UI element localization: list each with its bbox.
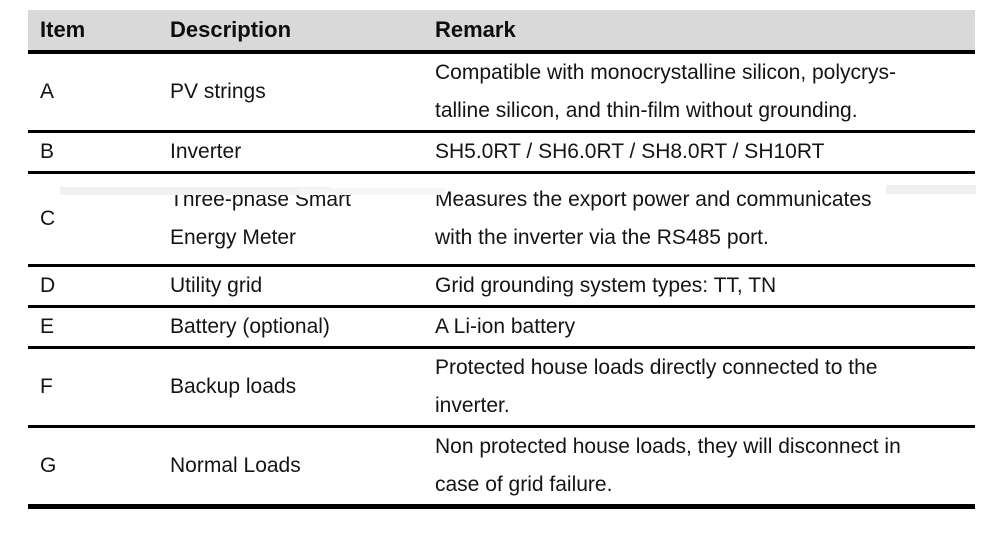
header-row: Item Description Remark bbox=[28, 10, 975, 52]
table-row: E Battery (optional) A Li-ion battery bbox=[28, 307, 975, 348]
column-header-description: Description bbox=[170, 17, 292, 42]
cell-description: Battery (optional) bbox=[170, 315, 330, 338]
cell-item: C bbox=[40, 207, 56, 230]
cell-description: Normal Loads bbox=[170, 454, 301, 477]
table-row: G Normal Loads Non protected house loads… bbox=[28, 427, 975, 507]
cell-remark: Measures the export power and communicat… bbox=[435, 188, 872, 249]
cell-item: B bbox=[40, 140, 55, 163]
cell-remark: Compatible with monocrystalline silicon,… bbox=[435, 61, 896, 122]
cell-item: G bbox=[40, 454, 57, 477]
cell-remark: Grid grounding system types: TT, TN bbox=[435, 274, 777, 297]
cell-item: E bbox=[40, 315, 55, 338]
cell-remark: A Li-ion battery bbox=[435, 315, 576, 338]
cell-item: F bbox=[40, 375, 53, 398]
cell-description: Utility grid bbox=[170, 274, 263, 297]
table-header: Item Description Remark bbox=[28, 10, 975, 52]
components-table: Item Description Remark A PV strings Com… bbox=[28, 10, 975, 509]
cell-description: Three-phase Smart Energy Meter bbox=[170, 188, 351, 249]
cell-description: PV strings bbox=[170, 80, 266, 103]
column-header-item: Item bbox=[40, 17, 86, 42]
table-row: B Inverter SH5.0RT / SH6.0RT / SH8.0RT /… bbox=[28, 132, 975, 173]
table-body: A PV strings Compatible with monocrystal… bbox=[28, 52, 975, 507]
cell-remark: Protected house loads directly connected… bbox=[435, 356, 878, 417]
table-row: F Backup loads Protected house loads dir… bbox=[28, 348, 975, 427]
cell-description: Inverter bbox=[170, 140, 242, 163]
cell-item: A bbox=[40, 80, 55, 103]
table-row: A PV strings Compatible with monocrystal… bbox=[28, 52, 975, 132]
cell-remark: Non protected house loads, they will dis… bbox=[435, 435, 901, 496]
table-row: D Utility grid Grid grounding system typ… bbox=[28, 266, 975, 307]
column-header-remark: Remark bbox=[435, 17, 516, 42]
cell-remark: SH5.0RT / SH6.0RT / SH8.0RT / SH10RT bbox=[435, 140, 825, 163]
cell-description: Backup loads bbox=[170, 375, 297, 398]
cell-item: D bbox=[40, 274, 56, 297]
table-row: C Three-phase Smart Energy Meter Measure… bbox=[28, 173, 975, 266]
